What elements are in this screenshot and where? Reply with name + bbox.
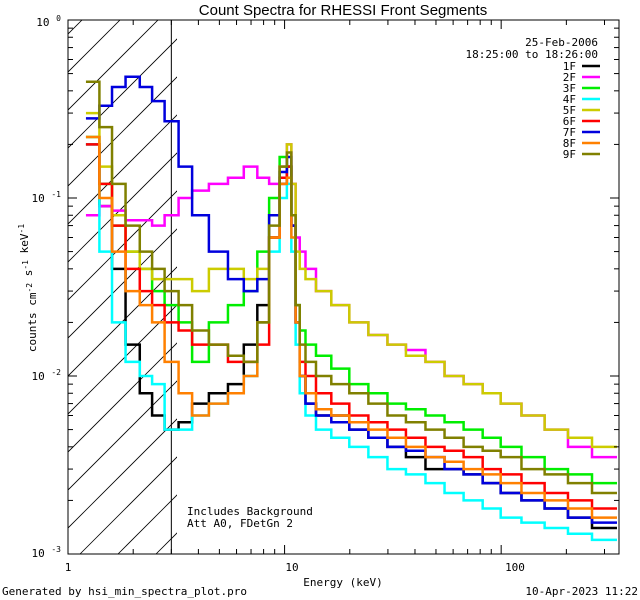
y-tick-labels: 10 0 10 -1 10 -2 10 -3 [31, 14, 61, 560]
legend-label-5F: 5F [563, 104, 576, 117]
x-tick-label-2: 100 [505, 561, 525, 574]
hatch-line [79, 456, 177, 554]
plot-frame [67, 19, 620, 555]
hatch-line [232, 0, 640, 554]
x-axis-label: Energy (keV) [303, 576, 382, 589]
hatch-line [68, 342, 177, 453]
x-tick-labels: 1 10 100 [65, 561, 525, 574]
hatch-line [68, 380, 177, 491]
y-axis-label: counts cm-2 s-1 keV-1 [17, 224, 39, 352]
series-line-8F [85, 135, 617, 519]
hatch-line [68, 38, 177, 149]
footer-generated-by: Generated by hsi_min_spectra_plot.pro [2, 585, 247, 598]
legend-label-1F: 1F [563, 60, 576, 73]
hatch-line [68, 152, 177, 263]
legend-label-7F: 7F [563, 126, 576, 139]
date-label: 25-Feb-2006 [525, 36, 598, 49]
legend-label-8F: 8F [563, 137, 576, 150]
y-tick-label-3: 10 -3 [31, 545, 61, 560]
hatch-line [68, 20, 83, 35]
chart-title: Count Spectra for RHESSI Front Segments [199, 2, 487, 19]
hatch-line [68, 266, 177, 377]
legend-label-3F: 3F [563, 82, 576, 95]
legend-label-9F: 9F [563, 148, 576, 161]
annotation-line-2: Att A0, FDetGn 2 [187, 517, 293, 530]
footer-timestamp: 10-Apr-2023 11:22 [525, 585, 638, 598]
hatch-line [68, 418, 177, 529]
y-tick-label-2: 10 -2 [31, 368, 61, 383]
hatch-line [117, 494, 177, 554]
x-tick-label-1: 10 [285, 561, 298, 574]
axis-ticks [67, 19, 619, 555]
x-tick-label-0: 1 [65, 561, 72, 574]
hatch-line [68, 228, 177, 339]
y-tick-label-1: 10 -1 [31, 190, 61, 205]
y-tick-label-0: 10 0 [36, 14, 61, 29]
legend-label-2F: 2F [563, 71, 576, 84]
hatch-line [68, 114, 177, 225]
hatch-line [68, 76, 177, 187]
legend-label-6F: 6F [563, 115, 576, 128]
series-line-9F [85, 80, 617, 495]
legend-label-4F: 4F [563, 93, 576, 106]
time-range-label: 18:25:00 to 18:26:00 [466, 48, 598, 61]
hatch-line [68, 20, 159, 111]
hatched-region [68, 0, 640, 554]
hatch-line [68, 190, 177, 301]
annotation-line-1: Includes Background [187, 505, 313, 518]
series-layer [85, 75, 617, 542]
